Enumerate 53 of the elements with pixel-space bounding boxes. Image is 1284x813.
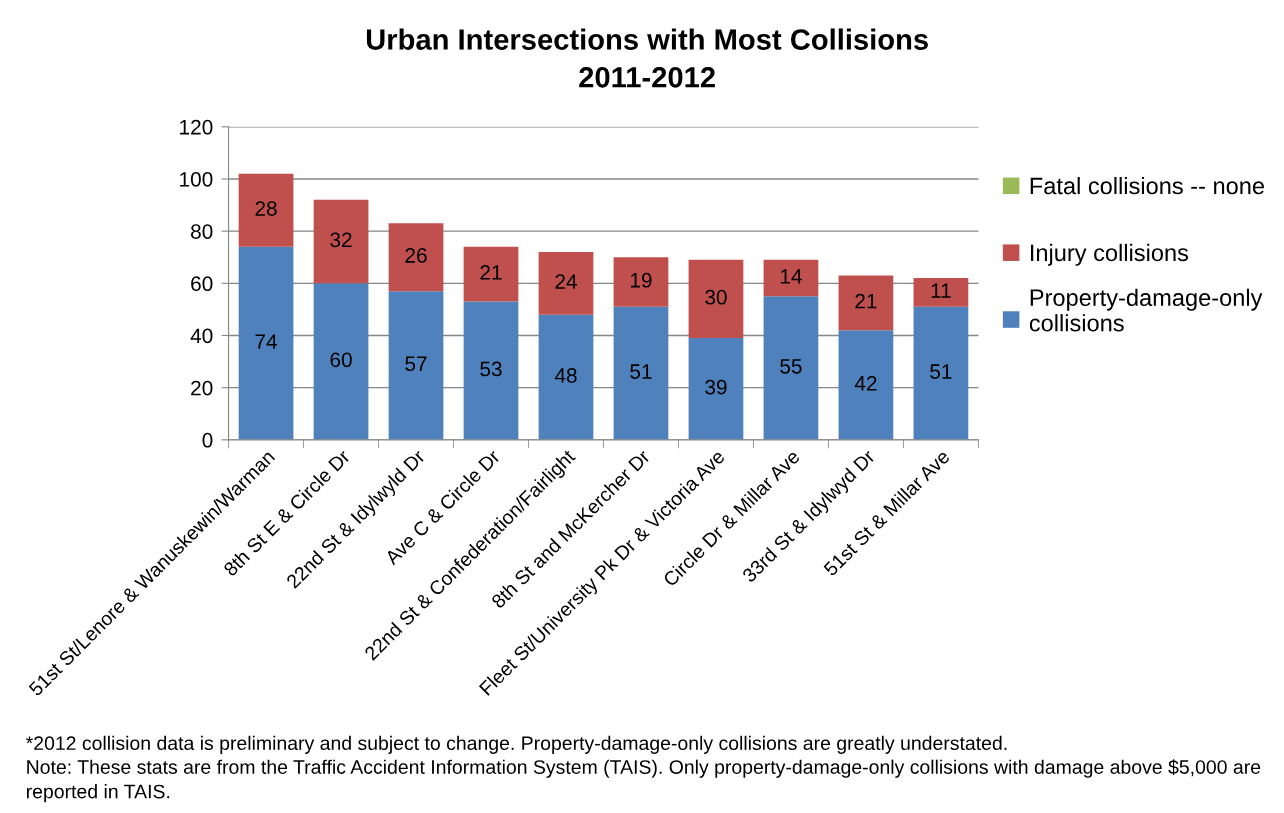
y-tick-label: 60 [191,276,213,292]
data-label: 11 [931,283,951,298]
y-tick-label: 80 [191,224,213,239]
bar [688,259,744,339]
data-label: 32 [330,232,352,248]
bar [613,257,669,307]
data-label: 26 [405,248,427,263]
bar [838,330,894,440]
legend-label: Injury collisions [1031,243,1189,266]
bar [313,199,369,284]
data-label: 21 [480,265,502,280]
bar [238,246,294,440]
data-label: 48 [554,368,577,383]
bar [463,246,519,302]
data-label: 39 [705,379,727,395]
data-label: 21 [855,293,877,309]
data-label: 60 [330,352,352,368]
bar [388,223,444,292]
data-label: 42 [854,375,877,391]
data-label: 19 [630,272,652,288]
bar [688,338,744,440]
bar [538,314,594,440]
legend-label: Property-damage-only collisions [1029,288,1263,332]
y-tick-label: 0 [202,432,213,448]
bar [913,278,969,307]
data-label: 30 [705,289,727,305]
data-label: 51 [630,364,652,379]
text: Note: These stats are from the Traffic Accident Information System (TAIS). Only property-damage-only collisions with damage above $5,000 are reported in TAIS. [26,759,1261,803]
data-label: 74 [255,334,278,349]
bar [313,283,369,440]
bar [763,296,819,440]
y-tick-label: 100 [180,172,213,187]
legend-label: Fatal collisions -- none [1030,176,1264,195]
bar [913,306,969,440]
text: *2012 collision data is preliminary and subject to change. Property-damage-only collisions are greatly understated. [25,735,1007,754]
data-label: 28 [255,201,277,216]
chart-title: Urban Intersections with Most Collisions 2011-2012 [366,28,928,88]
bar [838,275,894,331]
data-label: 57 [405,356,427,372]
data-label: 55 [780,359,802,374]
bar [763,259,819,297]
bar [388,291,444,440]
data-label: 51 [930,364,952,379]
bar [238,173,294,247]
bar [538,252,594,315]
bar [613,306,669,440]
data-label: 53 [480,361,502,377]
y-tick-label: 40 [190,328,213,344]
data-label: 24 [555,274,577,289]
bar [463,301,519,440]
y-tick-label: 120 [180,119,213,135]
data-label: 14 [780,269,802,284]
y-tick-label: 20 [191,380,213,396]
